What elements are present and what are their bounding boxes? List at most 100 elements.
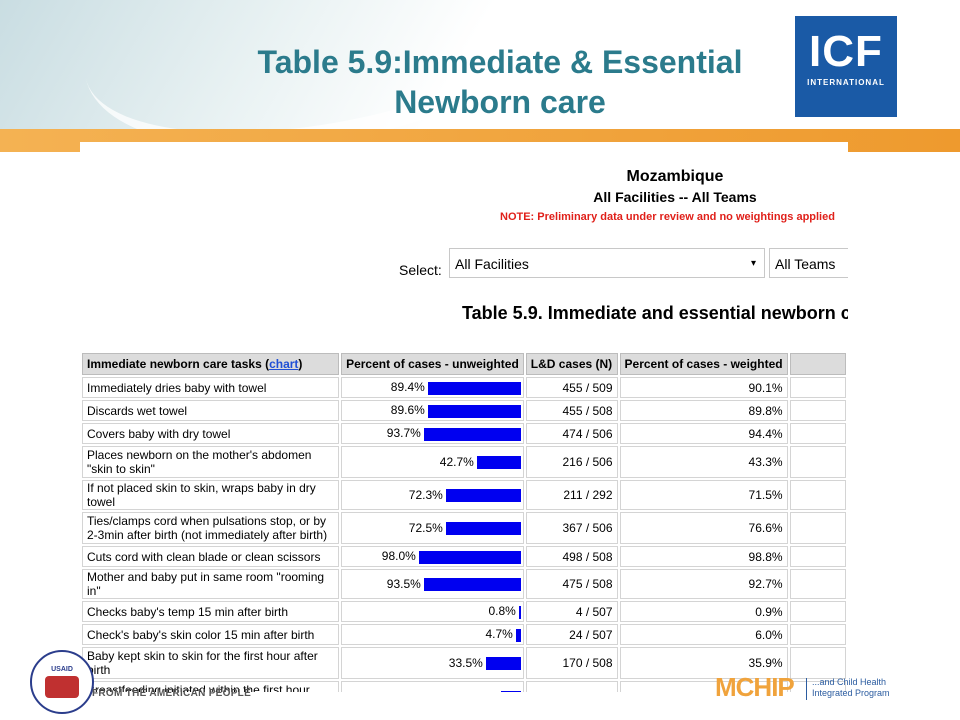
table-header-row: Immediate newborn care tasks (chart) Per… <box>82 353 846 375</box>
unweighted-value: 93.7% <box>386 426 421 441</box>
chevron-down-icon: ▾ <box>750 258 756 269</box>
chart-link[interactable]: chart <box>269 357 299 371</box>
extra-cell <box>789 377 846 398</box>
slide-title: Table 5.9:Immediate & Essential Newborn … <box>210 42 790 122</box>
weighted-cell: 94.4% <box>619 423 788 444</box>
unweighted-bar <box>423 578 521 592</box>
table-row: Mother and baby put in same room "roomin… <box>82 569 846 599</box>
table-row: Breastfeeding initiated within the first… <box>82 681 846 692</box>
usaid-seal-emblem <box>45 676 79 698</box>
task-cell: Mother and baby put in same room "roomin… <box>82 569 340 599</box>
extra-cell <box>789 423 846 444</box>
extra-cell <box>789 601 846 622</box>
header-extra <box>789 353 846 375</box>
header-weighted: Percent of cases - weighted <box>619 353 788 375</box>
unweighted-bar <box>427 381 521 395</box>
mchip-text: ...and Child Health Integrated Program <box>812 677 890 699</box>
task-cell: Immediately dries baby with towel <box>82 377 340 398</box>
unweighted-value: 72.3% <box>408 487 443 502</box>
cases-cell: 211 / 292 <box>525 480 618 510</box>
weighted-cell: 89.8% <box>619 400 788 421</box>
unweighted-value: 93.5% <box>386 576 421 591</box>
unweighted-value: 0.8% <box>488 604 516 619</box>
mchip-line1: ...and Child Health <box>812 677 887 687</box>
weighted-cell: 0.9% <box>619 601 788 622</box>
weighted-cell: 43.3% <box>619 446 788 478</box>
unweighted-bar <box>445 522 521 536</box>
header-unweighted: Percent of cases - unweighted <box>341 353 524 375</box>
table-row: Check's baby's skin color 15 min after b… <box>82 624 846 645</box>
weighted-cell: 76.6% <box>619 512 788 544</box>
newborn-care-table: Immediate newborn care tasks (chart) Per… <box>80 351 848 692</box>
unweighted-bar <box>423 427 521 441</box>
cases-cell: 455 / 508 <box>525 400 618 421</box>
select-label: Select: <box>399 262 442 278</box>
cases-cell: 4 / 507 <box>525 601 618 622</box>
report-country: Mozambique <box>626 168 724 185</box>
weighted-cell: 92.7% <box>619 569 788 599</box>
task-cell: Covers baby with dry towel <box>82 423 340 444</box>
unweighted-cell: 72.3% <box>341 480 524 510</box>
unweighted-cell: 89.6% <box>341 400 524 421</box>
slide-title-line1: Table 5.9:Immediate & Essential <box>257 44 743 80</box>
unweighted-value: 33.5% <box>448 655 483 670</box>
extra-cell <box>789 480 846 510</box>
cases-cell: 475 / 508 <box>525 569 618 599</box>
usaid-seal: USAID <box>30 650 94 714</box>
table-row: Ties/clamps cord when pulsations stop, o… <box>82 512 846 544</box>
extra-cell <box>789 681 846 692</box>
table-row: Covers baby with dry towel 93.7% 474 / 506… <box>82 423 846 444</box>
unweighted-cell: 19.3% <box>341 681 524 692</box>
slide-title-line2: Newborn care <box>394 84 606 120</box>
unweighted-value: 89.4% <box>390 380 425 395</box>
cases-cell: 170 / 508 <box>525 647 618 679</box>
unweighted-cell: 98.0% <box>341 546 524 567</box>
header-task: Immediate newborn care tasks (chart) <box>82 353 340 375</box>
unweighted-bar <box>515 628 521 642</box>
unweighted-bar <box>485 657 521 671</box>
unweighted-cell: 0.8% <box>341 601 524 622</box>
unweighted-value: 98.0% <box>381 549 416 564</box>
team-select[interactable]: All Teams <box>769 248 848 278</box>
extra-cell <box>789 446 846 478</box>
facility-select-value: All Facilities <box>455 256 529 272</box>
weighted-cell: 71.5% <box>619 480 788 510</box>
extra-cell <box>789 624 846 645</box>
header-cases: L&D cases (N) <box>525 353 618 375</box>
task-cell: Baby kept skin to skin for the first hou… <box>82 647 340 679</box>
report-scope: All Facilities -- All Teams <box>593 189 757 205</box>
usaid-tagline: FROM THE AMERICAN PEOPLE <box>92 688 252 699</box>
task-cell: Ties/clamps cord when pulsations stop, o… <box>82 512 340 544</box>
cases-cell: 367 / 506 <box>525 512 618 544</box>
unweighted-cell: 89.4% <box>341 377 524 398</box>
cases-cell: 455 / 509 <box>525 377 618 398</box>
extra-cell <box>789 569 846 599</box>
cases-cell: 474 / 506 <box>525 423 618 444</box>
table-row: If not placed skin to skin, wraps baby i… <box>82 480 846 510</box>
weighted-cell: 98.8% <box>619 546 788 567</box>
unweighted-bar <box>427 404 521 418</box>
task-cell: Discards wet towel <box>82 400 340 421</box>
table-row: Places newborn on the mother's abdomen "… <box>82 446 846 478</box>
cases-cell: 24 / 507 <box>525 624 618 645</box>
task-cell: Cuts cord with clean blade or clean scis… <box>82 546 340 567</box>
unweighted-bar <box>518 605 521 619</box>
table-row: Immediately dries baby with towel 89.4% 45… <box>82 377 846 398</box>
unweighted-value: 42.7% <box>439 454 474 469</box>
task-cell: Check's baby's skin color 15 min after b… <box>82 624 340 645</box>
icf-logo-main: ICF <box>809 27 883 76</box>
unweighted-cell: 42.7% <box>341 446 524 478</box>
icf-logo-sub: INTERNATIONAL <box>807 78 885 87</box>
weighted-cell: 19.2% <box>619 681 788 692</box>
preliminary-note: NOTE: Preliminary data under review and … <box>500 211 835 223</box>
unweighted-cell: 4.7% <box>341 624 524 645</box>
mchip-logo: MCHIP <box>715 672 795 702</box>
table-row: Cuts cord with clean blade or clean scis… <box>82 546 846 567</box>
facility-select[interactable]: All Facilities ▾ <box>449 248 765 278</box>
cases-cell: 216 / 506 <box>525 446 618 478</box>
table-title: Table 5.9. Immediate and essential newbo… <box>462 303 848 323</box>
cases-cell: 98 / 508 <box>525 681 618 692</box>
table-row: Baby kept skin to skin for the first hou… <box>82 647 846 679</box>
extra-cell <box>789 647 846 679</box>
extra-cell <box>789 512 846 544</box>
